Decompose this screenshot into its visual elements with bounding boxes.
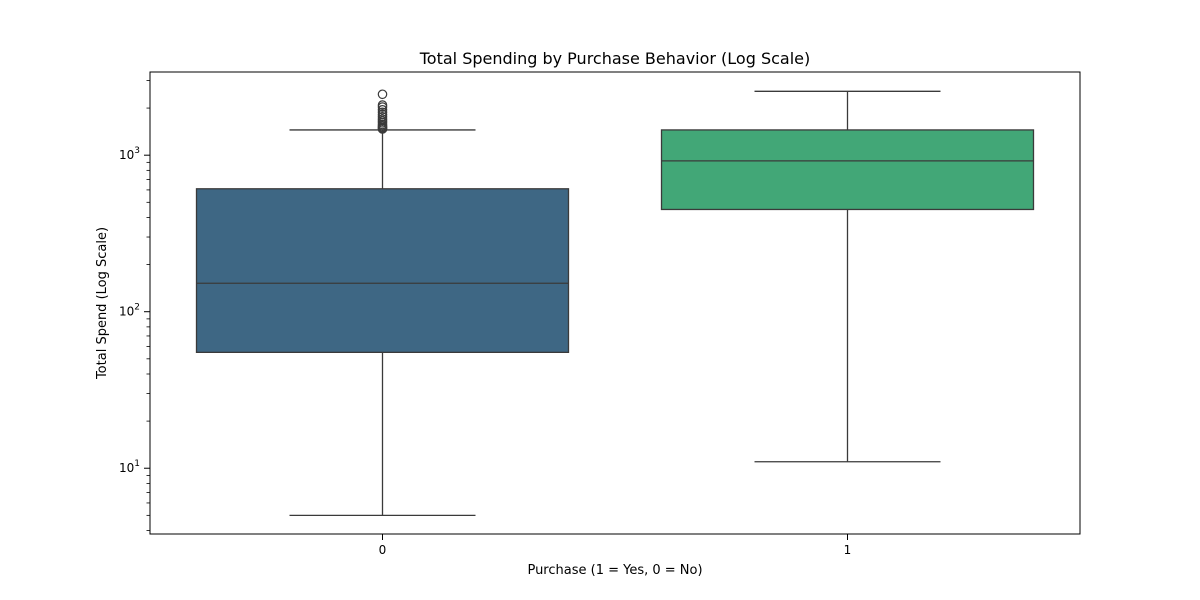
boxes-layer bbox=[195, 89, 1035, 516]
y-axis-label: Total Spend (Log Scale) bbox=[95, 227, 110, 380]
box-group-1 bbox=[660, 90, 1035, 463]
y-tick-label: 103 bbox=[119, 146, 140, 162]
y-tick-label: 102 bbox=[119, 303, 140, 319]
outlier-point bbox=[377, 107, 388, 118]
x-axis-label: Purchase (1 = Yes, 0 = No) bbox=[527, 563, 702, 578]
x-tick-label: 1 bbox=[844, 543, 852, 557]
y-tick-base: 10 bbox=[119, 461, 134, 475]
y-tick-exponent: 2 bbox=[134, 303, 140, 313]
y-tick-base: 10 bbox=[119, 305, 134, 319]
x-tick-label: 0 bbox=[379, 543, 387, 557]
plot-frame bbox=[149, 71, 1081, 535]
y-tick-base: 10 bbox=[119, 148, 134, 162]
outlier-point bbox=[377, 104, 388, 115]
chart-title: Total Spending by Purchase Behavior (Log… bbox=[419, 49, 811, 68]
y-tick-exponent: 3 bbox=[134, 146, 140, 156]
y-tick-label: 101 bbox=[119, 459, 140, 475]
box-group-0 bbox=[195, 89, 570, 516]
box-iqr-0 bbox=[195, 188, 570, 353]
y-tick-exponent: 1 bbox=[134, 459, 140, 469]
box-iqr-1 bbox=[660, 129, 1035, 211]
outlier-point bbox=[377, 100, 388, 110]
outlier-point bbox=[377, 114, 388, 124]
outlier-point bbox=[377, 89, 388, 100]
